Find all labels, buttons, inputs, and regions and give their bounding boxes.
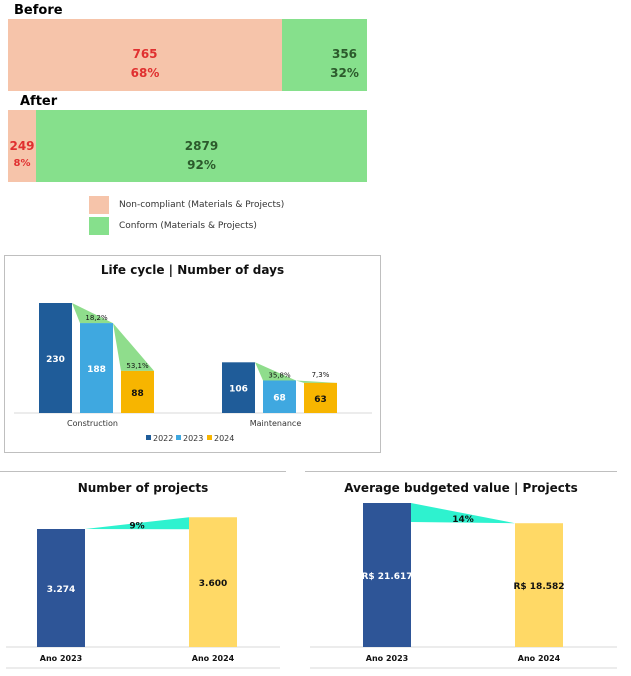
change-label: 18,2% — [85, 314, 108, 322]
lifecycle-chart-title: Life cycle | Number of days — [100, 263, 285, 277]
legend-label-2024: 2024 — [214, 434, 234, 443]
before-conform-pct: 32% — [330, 66, 359, 80]
change-connector — [296, 380, 337, 383]
bar-value-label: 88 — [131, 389, 144, 399]
after-conform-value: 2879 — [184, 139, 219, 153]
after-non-compliant-value: 249 — [9, 139, 35, 153]
budget-chart-title: Average budgeted value | Projects — [344, 481, 578, 495]
legend-swatch-2022 — [146, 435, 151, 440]
legend-label-2023: 2023 — [183, 434, 203, 443]
legend-conform: Conform (Materials & Projects) — [89, 217, 257, 235]
before-non-compliant-pct: 68% — [130, 66, 160, 80]
legend-swatch-non-compliant — [89, 196, 109, 214]
change-label: 35,8% — [268, 371, 291, 379]
change-label: 53,1% — [126, 362, 149, 370]
after-title: After — [20, 94, 58, 109]
change-connector — [113, 323, 154, 371]
before-conform-segment: 356 32% — [282, 19, 367, 91]
bar-2024 — [121, 370, 154, 413]
change-label: 7,3% — [312, 371, 330, 379]
legend-non-compliant: Non-compliant (Materials & Projects) — [89, 196, 284, 214]
legend-label-non-compliant: Non-compliant (Materials & Projects) — [119, 200, 285, 210]
projects-chart-panel: Number of projects — [0, 471, 286, 669]
x-tick-label: Construction — [67, 419, 118, 428]
legend-swatch-2024 — [207, 435, 212, 440]
bar-value-label: 106 — [229, 385, 248, 395]
legend-label-2022: 2022 — [153, 434, 173, 443]
before-non-compliant-value: 765 — [132, 47, 158, 61]
before-non-compliant-segment: 765 68% — [8, 19, 282, 91]
projects-chart-title: Number of projects — [77, 481, 209, 495]
x-tick-label: Maintenance — [250, 419, 302, 428]
bar-2022 — [222, 362, 255, 413]
legend-swatch-conform — [89, 217, 109, 235]
bar-2022 — [39, 303, 72, 413]
budget-chart-panel: Average budgeted value | Projects — [305, 471, 617, 669]
bar-value-label: 230 — [46, 355, 65, 365]
change-connector — [72, 303, 113, 324]
after-bar: 249 8% 2879 92% — [8, 110, 367, 182]
legend-label-conform: Conform (Materials & Projects) — [119, 221, 257, 231]
bar-2024 — [304, 382, 337, 413]
change-connector — [255, 362, 296, 381]
bar-value-label: 68 — [273, 394, 286, 404]
before-conform-value: 356 — [331, 47, 358, 61]
legend-swatch-2023 — [176, 435, 181, 440]
after-conform-segment: 2879 92% — [36, 110, 367, 182]
bar-value-label: 63 — [314, 395, 327, 405]
bar-2023 — [263, 380, 296, 413]
after-conform-pct: 92% — [187, 158, 216, 172]
before-title: Before — [14, 3, 63, 18]
after-non-compliant-pct: 8% — [13, 158, 31, 169]
bar-2023 — [80, 323, 113, 413]
bar-value-label: 188 — [87, 365, 106, 375]
before-bar: 765 68% 356 32% — [8, 19, 367, 91]
after-non-compliant-segment: 249 8% — [8, 110, 36, 182]
